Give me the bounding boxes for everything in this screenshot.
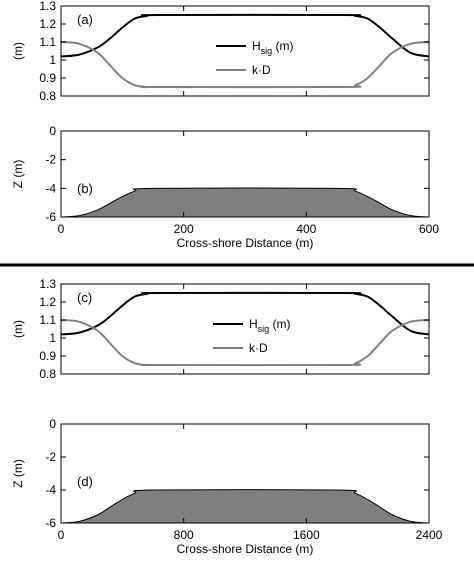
x-tick-label: 1600 bbox=[293, 528, 320, 542]
y-tick-label: 1.2 bbox=[39, 295, 56, 309]
legend: Hsig (m) k·D bbox=[213, 317, 291, 355]
panel-label: (b) bbox=[77, 181, 93, 196]
y-tick-label: -4 bbox=[45, 181, 56, 195]
y-tick-label: 0 bbox=[49, 124, 56, 138]
series-line-kd bbox=[60, 41, 430, 89]
plot-frame bbox=[60, 423, 430, 524]
y-tick-label: -6 bbox=[45, 210, 56, 224]
x-tick-label: 2400 bbox=[416, 528, 443, 542]
y-tick-label: -2 bbox=[45, 450, 56, 464]
legend-label: Hsig (m) bbox=[252, 39, 294, 56]
series-line-kd bbox=[60, 319, 430, 367]
plot-frame bbox=[60, 5, 430, 97]
y-tick-label: -6 bbox=[45, 516, 56, 530]
legend: Hsig (m) k·D bbox=[216, 39, 294, 77]
y-tick-label: 1.2 bbox=[39, 17, 56, 31]
y-tick-label: 1.1 bbox=[39, 313, 56, 327]
bathymetry-area bbox=[60, 187, 430, 218]
x-tick-label: 0 bbox=[58, 222, 65, 236]
panel-c: 0.8 0.9 1 1.1 1.2 1.3 (m) (c) Hsig (m) k·D bbox=[11, 277, 430, 381]
y-axis-label: (m) bbox=[11, 42, 25, 60]
legend-label: Hsig (m) bbox=[249, 317, 291, 334]
y-tick-label: -2 bbox=[45, 153, 56, 167]
plot-frame bbox=[60, 130, 430, 218]
x-tick-label: 200 bbox=[174, 222, 194, 236]
y-axis-label: Z (m) bbox=[11, 459, 25, 488]
y-tick-label: 1 bbox=[49, 53, 56, 67]
series-line-hsig bbox=[60, 291, 430, 336]
y-tick-label: -4 bbox=[45, 483, 56, 497]
y-tick-label: 1.3 bbox=[39, 0, 56, 13]
y-tick-label: 1.3 bbox=[39, 277, 56, 291]
y-axis-label: Z (m) bbox=[11, 160, 25, 189]
series-line-hsig bbox=[60, 13, 430, 58]
x-tick-label: 600 bbox=[419, 222, 439, 236]
y-tick-label: 1 bbox=[49, 331, 56, 345]
x-tick-label: 800 bbox=[174, 528, 194, 542]
y-tick-label: 0.9 bbox=[39, 71, 56, 85]
panel-label: (d) bbox=[77, 474, 93, 489]
y-tick-label: 0.8 bbox=[39, 89, 56, 103]
y-axis-label: (m) bbox=[11, 320, 25, 338]
panel-label: (a) bbox=[77, 12, 93, 27]
x-axis-label: Cross-shore Distance (m) bbox=[177, 236, 314, 250]
y-tick-label: 0 bbox=[49, 417, 56, 431]
y-tick-label: 1.1 bbox=[39, 35, 56, 49]
panel-a: 0.8 0.9 1 1.1 1.2 1.3 (m) (a) Hsig (m) k·D bbox=[11, 0, 430, 103]
panel-label: (c) bbox=[77, 290, 92, 305]
plot-frame bbox=[60, 283, 430, 375]
x-tick-label: 0 bbox=[58, 528, 65, 542]
bathymetry-area bbox=[60, 489, 430, 524]
x-tick-label: 400 bbox=[296, 222, 316, 236]
y-tick-label: 0.8 bbox=[39, 367, 56, 381]
legend-label: k·D bbox=[249, 341, 268, 355]
y-tick-label: 0.9 bbox=[39, 349, 56, 363]
legend-label: k·D bbox=[252, 63, 271, 77]
x-axis-label: Cross-shore Distance (m) bbox=[177, 542, 314, 556]
